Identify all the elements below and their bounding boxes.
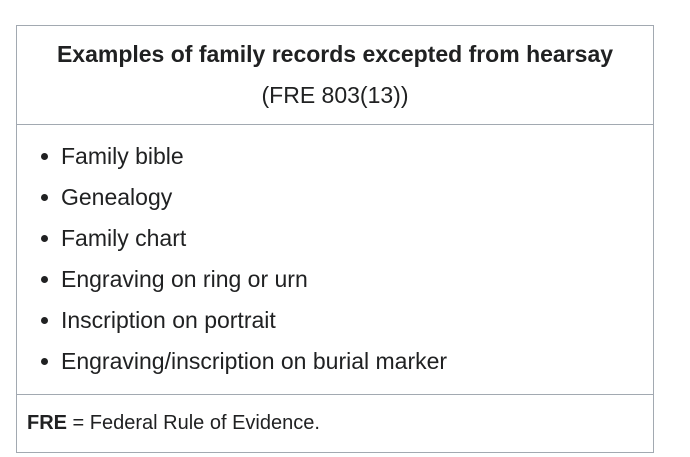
bullet-icon: [41, 317, 48, 324]
list-item-label: Engraving on ring or urn: [61, 266, 308, 292]
list-item: Inscription on portrait: [41, 300, 653, 341]
footer-definition: = Federal Rule of Evidence.: [67, 412, 320, 434]
bullet-icon: [41, 153, 48, 160]
list-item: Engraving on ring or urn: [41, 259, 653, 300]
examples-list-section: Family bible Genealogy Family chart Engr…: [17, 125, 653, 395]
list-item: Engraving/inscription on burial marker: [41, 341, 653, 382]
bullet-icon: [41, 235, 48, 242]
infobox-footer: FRE = Federal Rule of Evidence.: [17, 395, 653, 452]
list-item: Family bible: [41, 136, 653, 177]
list-item-label: Genealogy: [61, 184, 173, 210]
list-item-label: Inscription on portrait: [61, 307, 276, 333]
footer-abbreviation: FRE: [27, 412, 67, 434]
list-item: Genealogy: [41, 177, 653, 218]
bullet-icon: [41, 194, 48, 201]
bullet-icon: [41, 358, 48, 365]
infobox-title: Examples of family records excepted from…: [56, 41, 614, 67]
bullet-icon: [41, 276, 48, 283]
list-item: Family chart: [41, 218, 653, 259]
family-records-infobox: Examples of family records excepted from…: [16, 25, 654, 453]
list-item-label: Engraving/inscription on burial marker: [61, 348, 448, 374]
infobox-subtitle: (FRE 803(13)): [261, 82, 409, 108]
list-item-label: Family chart: [61, 225, 187, 251]
list-item-label: Family bible: [61, 143, 184, 169]
examples-list: Family bible Genealogy Family chart Engr…: [17, 136, 653, 382]
infobox-header: Examples of family records excepted from…: [17, 26, 653, 125]
